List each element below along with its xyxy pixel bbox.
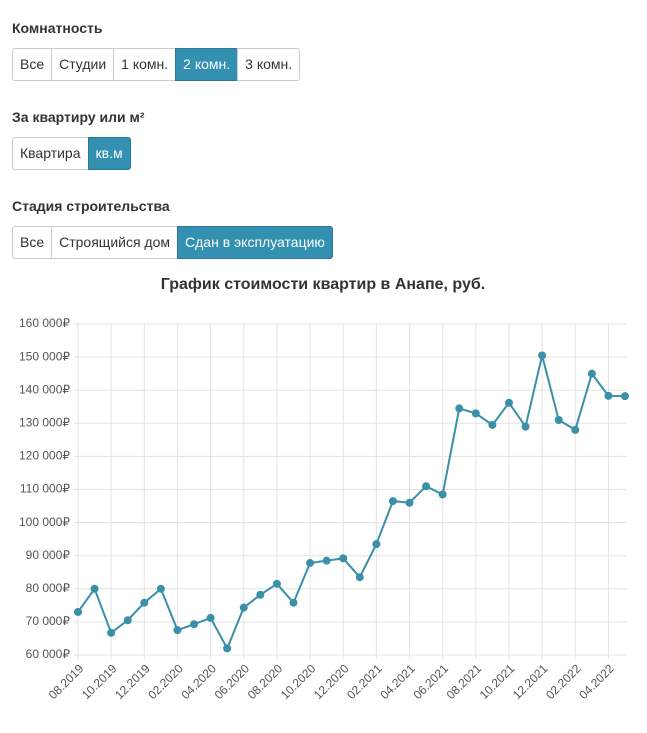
- x-tick-label: 02.2022: [543, 661, 584, 702]
- filter-button[interactable]: 1 комн.: [113, 48, 177, 81]
- filter-title: Стадия строительства: [12, 198, 170, 214]
- point: [206, 613, 215, 622]
- point: [355, 573, 364, 582]
- y-tick-label: 110 000₽: [20, 482, 70, 496]
- x-tick-label: 08.2020: [245, 661, 286, 702]
- point: [90, 584, 99, 593]
- point: [339, 554, 348, 563]
- point: [388, 497, 397, 506]
- filter-button[interactable]: 2 комн.: [175, 48, 239, 81]
- point: [156, 584, 165, 593]
- point: [173, 626, 182, 635]
- x-tick-label: 08.2019: [46, 661, 87, 702]
- filter-button[interactable]: Все: [12, 48, 53, 81]
- filter-button[interactable]: Сдан в эксплуатацию: [177, 226, 333, 259]
- filter-button[interactable]: кв.м: [87, 137, 131, 170]
- point: [587, 369, 596, 378]
- point: [223, 644, 232, 653]
- button-group: Все Студии 1 комн. 2 комн. 3 комн.: [12, 48, 333, 81]
- x-tick-label: 02.2021: [344, 661, 385, 702]
- x-tick-label: 02.2020: [145, 661, 186, 702]
- button-group: Квартира кв.м: [12, 137, 333, 170]
- point: [372, 540, 381, 549]
- point: [571, 425, 580, 434]
- x-tick-label: 12.2019: [112, 661, 153, 702]
- y-tick-label: 160 000₽: [19, 316, 70, 330]
- point: [621, 392, 629, 401]
- point: [190, 620, 199, 629]
- filter-title: За квартиру или м²: [12, 109, 145, 125]
- x-tick-label: 12.2021: [510, 661, 551, 702]
- x-tick-label: 10.2019: [79, 661, 120, 702]
- point: [471, 409, 480, 418]
- chart: График стоимости квартир в Анапе, руб. 6…: [19, 276, 629, 702]
- x-tick-label: 08.2021: [444, 661, 485, 702]
- line: [77, 355, 626, 651]
- point: [438, 490, 447, 499]
- point: [455, 404, 464, 413]
- x-tick-label: 10.2021: [477, 661, 518, 702]
- point: [488, 420, 497, 429]
- point: [538, 351, 547, 360]
- y-tick-label: 120 000₽: [19, 449, 70, 463]
- y-tick-label: 80 000₽: [26, 581, 71, 595]
- point: [322, 556, 331, 565]
- point: [422, 482, 431, 491]
- point: [272, 579, 281, 588]
- y-tick-label: 90 000₽: [26, 548, 71, 562]
- y-tick-label: 140 000₽: [19, 382, 70, 396]
- point: [74, 607, 82, 616]
- point: [123, 616, 132, 625]
- filters: Комнатность Все Студии 1 комн. 2 комн. 3 комн…: [12, 18, 333, 285]
- filter-button[interactable]: 3 комн.: [237, 48, 301, 81]
- x-tick-label: 12.2020: [311, 661, 352, 702]
- y-tick-label: 60 000₽: [26, 647, 71, 661]
- point: [504, 398, 513, 407]
- x-tick-label: 06.2021: [410, 661, 451, 702]
- filter-button[interactable]: Все: [12, 226, 53, 259]
- x-tick-label: 04.2020: [178, 661, 219, 702]
- point: [306, 558, 315, 567]
- filter-title: Комнатность: [12, 20, 103, 36]
- x-tick-label: 10.2020: [278, 661, 319, 702]
- filter-button[interactable]: Студии: [51, 48, 115, 81]
- point: [107, 628, 116, 637]
- point: [405, 498, 414, 507]
- x-tick-label: 06.2020: [212, 661, 253, 702]
- x-tick-label: 04.2021: [377, 661, 418, 702]
- point: [140, 598, 149, 607]
- y-tick-label: 130 000₽: [19, 415, 70, 429]
- point: [239, 603, 248, 612]
- point: [604, 391, 613, 400]
- button-group: Все Строящийся дом Сдан в эксплуатацию: [12, 226, 333, 259]
- point: [289, 598, 298, 607]
- y-tick-label: 70 000₽: [26, 614, 71, 628]
- x-tick-label: 04.2022: [576, 661, 617, 702]
- y-tick-label: 100 000₽: [19, 515, 70, 529]
- chart-title: График стоимости квартир в Анапе, руб.: [161, 276, 485, 293]
- filter-button[interactable]: Квартира: [12, 137, 89, 170]
- y-tick-label: 150 000₽: [19, 349, 70, 363]
- point: [521, 422, 530, 431]
- filter-button[interactable]: Строящийся дом: [51, 226, 179, 259]
- point: [256, 590, 265, 599]
- point: [554, 415, 563, 424]
